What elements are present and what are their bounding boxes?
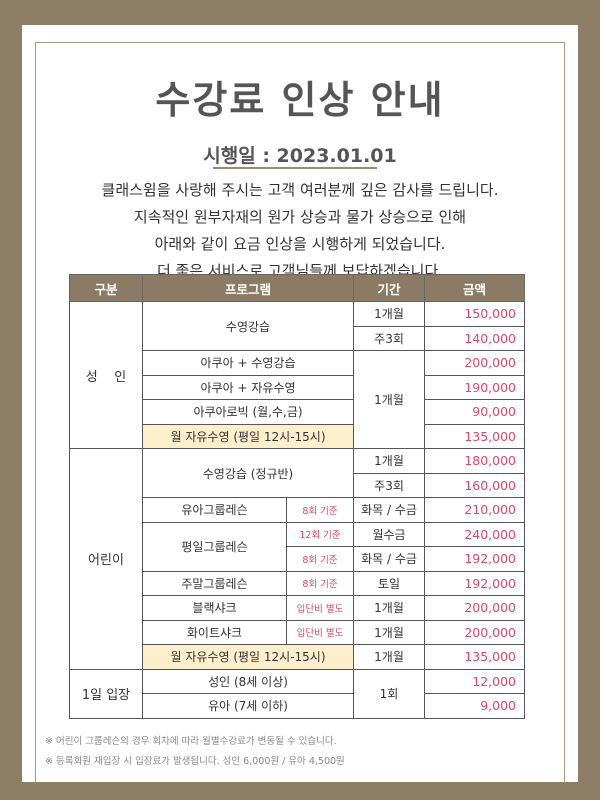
program: 수영강습 (정규반) [141, 448, 355, 498]
period: 월수금 [353, 521, 426, 547]
amount: 180,000 [424, 448, 526, 474]
intro-text: 클래스윔을 사랑해 주시는 고객 여러분께 깊은 감사를 드립니다. 지속적인 … [36, 177, 564, 285]
program: 유아 (7세 이하) [141, 693, 355, 719]
table-row: 아쿠아로빅 (월,수,금) 90,000 [70, 399, 526, 425]
amount: 140,000 [424, 325, 526, 351]
notice-border: 수강료 인상 안내 시행일 : 2023.01.01 클래스윔을 사랑해 주시는… [35, 42, 565, 783]
period: 1개월 [353, 350, 426, 449]
page-title: 수강료 인상 안내 [155, 78, 445, 122]
program: 블랙샤크 [142, 595, 287, 621]
note: 8회 기준 [285, 546, 355, 572]
amount: 200,000 [424, 350, 526, 376]
table-row: 평일그룹레슨 12회 기준 월수금 240,000 [70, 521, 526, 572]
amount: 192,000 [424, 546, 526, 572]
program: 아쿠아 + 수영강습 [141, 350, 355, 376]
intro-line: 아래와 같이 요금 인상을 시행하게 되었습니다. [154, 235, 446, 253]
period: 1회 [353, 668, 426, 719]
program: 주말그룹레슨 [142, 570, 287, 596]
amount: 90,000 [424, 399, 526, 425]
table-row: 주말그룹레슨 8회 기준 토일 192,000 [70, 570, 526, 596]
table-row: 어린이 수영강습 (정규반) 1개월 180,000 [69, 448, 526, 670]
amount: 135,000 [424, 423, 526, 449]
amount: 200,000 [424, 595, 526, 621]
amount: 9,000 [424, 693, 526, 719]
table-row: 아쿠아 + 수영강습 1개월 200,000 [70, 350, 526, 449]
note: 입단비 별도 [285, 595, 355, 621]
program: 월 자유수영 (평일 12시-15시) [141, 423, 355, 449]
effective-date: 시행일 : 2023.01.01 [203, 145, 397, 167]
program: 아쿠아로빅 (월,수,금) [141, 399, 355, 425]
footnote: ※ 등록회원 재입장 시 입장료가 발생됩니다. 성인 6,000원 / 유아 … [45, 756, 345, 767]
note: 8회 기준 [285, 497, 355, 523]
program: 성인 (8세 이상) [141, 668, 355, 694]
intro-line: 클래스윔을 사랑해 주시는 고객 여러분께 깊은 감사를 드립니다. [101, 181, 499, 199]
period: 주3회 [353, 472, 426, 498]
table-row: 유아그룹레슨 8회 기준 화목 / 수금 210,000 [70, 497, 526, 523]
header-amount: 금액 [424, 274, 526, 302]
category-child: 어린이 [69, 448, 143, 670]
period: 1개월 [353, 448, 426, 474]
table-row: 주3회 160,000 [70, 472, 526, 498]
note: 입단비 별도 [285, 619, 355, 645]
period: 1개월 [353, 595, 426, 621]
category-day-pass: 1일 입장 [69, 668, 143, 719]
amount: 200,000 [424, 619, 526, 645]
program: 화이트샤크 [142, 619, 287, 645]
period: 주3회 [353, 325, 426, 351]
footnote: ※ 어린이 그룹레슨의 경우 회차에 따라 월별수강료가 변동될 수 있습니다. [45, 736, 337, 747]
period: 토일 [353, 570, 426, 596]
period: 1개월 [353, 619, 426, 645]
amount: 192,000 [424, 570, 526, 596]
note: 12회 기준 [285, 521, 355, 547]
header-category: 구분 [69, 274, 143, 302]
program: 수영강습 [141, 301, 355, 351]
table-row: 8회 기준 화목 / 수금 192,000 [70, 546, 526, 572]
date-underline [213, 167, 377, 169]
period: 1개월 [353, 301, 426, 327]
amount: 150,000 [424, 301, 526, 327]
table-row: 유아 (7세 이하) 9,000 [70, 693, 526, 719]
program: 월 자유수영 (평일 12시-15시) [141, 644, 355, 670]
table-row: 1일 입장 성인 (8세 이상) 1회 12,000 [69, 668, 526, 719]
table-row: 성 인 수영강습 1개월 150,000 [69, 301, 526, 449]
header-program: 프로그램 [141, 274, 355, 302]
amount: 240,000 [424, 521, 526, 547]
amount: 190,000 [424, 374, 526, 400]
price-table: 구분 프로그램 기간 금액 성 인 수영강습 1개월 150,000 주3회 1… [69, 274, 526, 719]
period: 화목 / 수금 [353, 546, 426, 572]
amount: 12,000 [424, 668, 526, 694]
period: 1개월 [353, 644, 426, 670]
table-row: 아쿠아 + 자유수영 190,000 [70, 374, 526, 400]
amount: 160,000 [424, 472, 526, 498]
amount: 135,000 [424, 644, 526, 670]
program: 평일그룹레슨 [142, 521, 287, 572]
table-row: 월 자유수영 (평일 12시-15시) 1개월 135,000 [70, 644, 526, 670]
amount: 210,000 [424, 497, 526, 523]
table-row: 주3회 140,000 [70, 325, 526, 351]
note: 8회 기준 [285, 570, 355, 596]
table-row: 월 자유수영 (평일 12시-15시) 135,000 [70, 423, 526, 449]
program: 아쿠아 + 자유수영 [141, 374, 355, 400]
table-header: 구분 프로그램 기간 금액 [69, 274, 526, 302]
program: 유아그룹레슨 [142, 497, 287, 523]
header-period: 기간 [353, 274, 426, 302]
category-adult: 성 인 [69, 301, 143, 449]
period: 화목 / 수금 [353, 497, 426, 523]
intro-line: 지속적인 원부자재의 원가 상승과 물가 상승으로 인해 [133, 208, 467, 226]
